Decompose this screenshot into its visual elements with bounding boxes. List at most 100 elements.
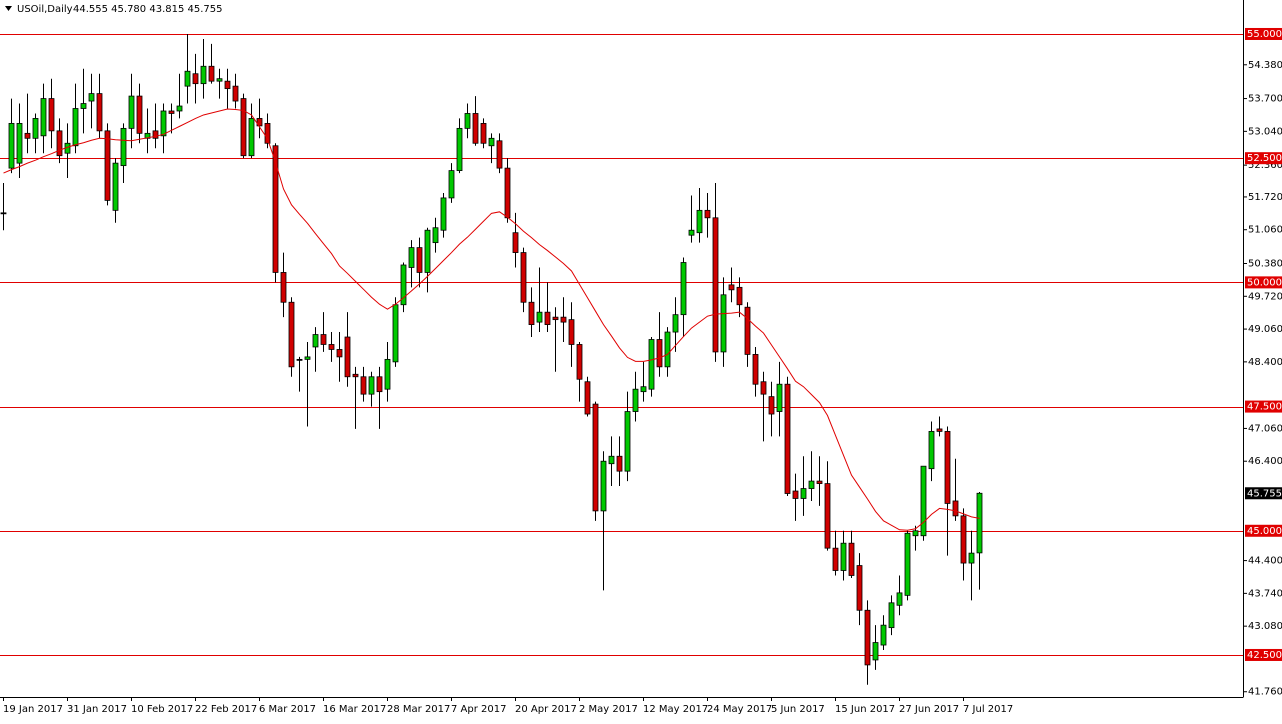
candle-body bbox=[840, 542, 847, 571]
candle-body bbox=[200, 65, 207, 85]
x-tick-label: 28 Mar 2017 bbox=[387, 704, 450, 715]
candle-body bbox=[512, 232, 519, 253]
candle-body bbox=[640, 386, 647, 393]
candle-body bbox=[128, 95, 135, 129]
candle-body bbox=[848, 542, 855, 576]
candle-body bbox=[320, 334, 327, 345]
candle-body bbox=[800, 488, 807, 499]
y-tick-label: 52.360 bbox=[1248, 160, 1282, 171]
candle-body bbox=[728, 284, 735, 291]
candle-body bbox=[440, 197, 447, 231]
candle-body bbox=[80, 103, 87, 109]
candle-body bbox=[280, 272, 287, 303]
candle-body bbox=[120, 127, 127, 167]
candle-body bbox=[48, 98, 55, 132]
candle-body bbox=[464, 113, 471, 129]
x-tick-label: 7 Jul 2017 bbox=[963, 704, 1013, 715]
moving-average bbox=[3, 108, 980, 531]
y-tick-label: 50.380 bbox=[1248, 258, 1282, 269]
candle-body bbox=[776, 383, 783, 412]
candle-body bbox=[232, 85, 239, 102]
candle-body bbox=[768, 396, 775, 415]
x-tick-label: 7 Apr 2017 bbox=[451, 704, 506, 715]
candle-body bbox=[520, 252, 527, 303]
candle-body bbox=[24, 132, 31, 139]
candle-body bbox=[744, 306, 751, 355]
candle-body bbox=[472, 113, 479, 144]
candle-body bbox=[752, 354, 759, 385]
level-label-box bbox=[1245, 276, 1282, 289]
candle-body bbox=[656, 339, 663, 368]
candle-body bbox=[56, 130, 63, 157]
candle-body bbox=[136, 95, 143, 134]
candle-body bbox=[152, 130, 159, 139]
candle-body bbox=[856, 565, 863, 611]
level-label-box bbox=[1245, 27, 1282, 40]
candle-body bbox=[536, 311, 543, 323]
candle-body bbox=[960, 515, 967, 564]
candle-body bbox=[912, 530, 919, 537]
candle-body bbox=[312, 334, 319, 348]
candle-body bbox=[968, 552, 975, 564]
candle-body bbox=[616, 455, 623, 472]
y-tick-label: 43.080 bbox=[1248, 621, 1282, 632]
candle-body bbox=[832, 547, 839, 571]
level-label-box bbox=[1245, 648, 1282, 661]
level-label: 55.000 bbox=[1247, 29, 1282, 40]
x-tick-label: 31 Jan 2017 bbox=[67, 704, 127, 715]
candle-body bbox=[680, 262, 687, 316]
x-tick-label: 24 May 2017 bbox=[707, 704, 772, 715]
x-tick-label: 2 May 2017 bbox=[579, 704, 638, 715]
candle-body bbox=[304, 356, 311, 360]
candle-body bbox=[824, 483, 831, 549]
candle-body bbox=[528, 301, 535, 326]
candle-body bbox=[736, 286, 743, 306]
candle-body bbox=[272, 145, 279, 273]
ohlc-readout: 44.555 45.780 43.815 45.755 bbox=[73, 4, 223, 15]
candle-body bbox=[584, 381, 591, 415]
menu-triangle[interactable] bbox=[5, 6, 12, 11]
y-tick-label: 54.380 bbox=[1248, 60, 1282, 71]
candle-body bbox=[432, 227, 439, 244]
x-tick-label: 10 Feb 2017 bbox=[131, 704, 193, 715]
candle-body bbox=[760, 381, 767, 395]
last-price-label: 45.755 bbox=[1247, 488, 1282, 499]
y-tick-label: 49.720 bbox=[1248, 291, 1282, 302]
candle-body bbox=[392, 304, 399, 363]
candle-body bbox=[480, 123, 487, 144]
candle-body bbox=[496, 140, 503, 169]
candle-body bbox=[560, 316, 567, 323]
candle-body bbox=[936, 428, 943, 432]
candle-body bbox=[976, 492, 983, 554]
candle-body bbox=[784, 383, 791, 494]
candle-body bbox=[344, 336, 351, 378]
candle-body bbox=[696, 209, 703, 234]
candle-body bbox=[416, 247, 423, 273]
candle-body bbox=[288, 301, 295, 368]
candle-body bbox=[256, 118, 263, 127]
candle-body bbox=[264, 123, 271, 144]
y-tick-label: 51.060 bbox=[1248, 225, 1282, 236]
candle-body bbox=[72, 108, 79, 147]
level-label-box bbox=[1245, 524, 1282, 537]
candle-body bbox=[448, 170, 455, 199]
candle-body bbox=[240, 98, 247, 157]
candle-body bbox=[488, 137, 495, 147]
y-tick-label: 53.700 bbox=[1248, 94, 1282, 105]
candle-body bbox=[576, 344, 583, 380]
candle-body bbox=[648, 339, 655, 390]
level-label-box bbox=[1245, 400, 1282, 413]
candle-body bbox=[96, 93, 103, 132]
candle-body bbox=[888, 602, 895, 629]
candle-body bbox=[504, 167, 511, 219]
candle-body bbox=[424, 229, 431, 273]
candle-body bbox=[112, 162, 119, 211]
y-tick-label: 48.400 bbox=[1248, 357, 1282, 368]
candle-body bbox=[896, 592, 903, 606]
candle-body bbox=[360, 376, 367, 395]
y-tick-label: 46.400 bbox=[1248, 456, 1282, 467]
candle-body bbox=[368, 376, 375, 395]
plot-area bbox=[0, 33, 1243, 685]
candle-body bbox=[384, 358, 391, 390]
